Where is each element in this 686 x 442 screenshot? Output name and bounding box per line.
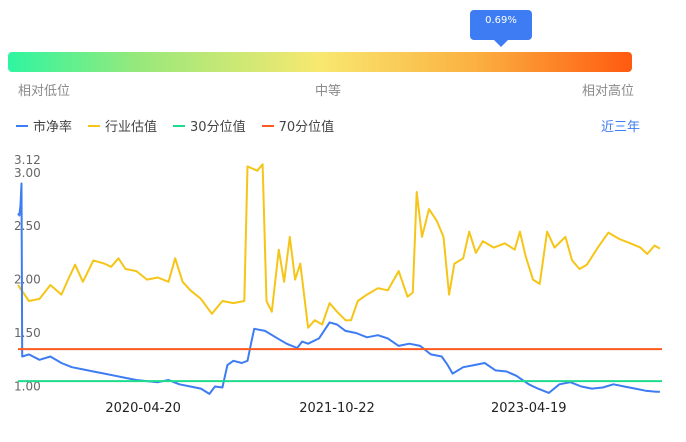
legend-item-industry[interactable]: 行业估值: [88, 116, 157, 135]
percentile-value: 0.69%: [485, 15, 517, 26]
y-tick-label: 1.00: [14, 379, 41, 393]
y-tick-label: 2.50: [14, 219, 41, 233]
legend-label: 市净率: [33, 120, 73, 135]
x-tick-label: 2023-04-19: [491, 401, 567, 416]
scale-low-label: 相对低位: [18, 84, 71, 99]
period-selector[interactable]: 近三年: [600, 120, 640, 135]
x-tick-label: 2020-04-20: [105, 401, 181, 416]
legend-item-p30[interactable]: 30分位值: [173, 116, 246, 135]
series-line-industry: [17, 163, 661, 329]
legend-swatch: [16, 124, 28, 127]
legend-label: 30分位值: [190, 120, 246, 135]
legend-label: 70分位值: [278, 120, 335, 135]
legend-swatch: [261, 124, 274, 127]
scale-high-label: 相对高位: [582, 84, 635, 99]
scale-mid-label: 中等: [315, 84, 342, 99]
legend-label: 行业估值: [105, 120, 158, 135]
x-tick-label: 2021-10-22: [299, 401, 375, 416]
legend-item-p70[interactable]: 70分位值: [261, 116, 335, 135]
legend-swatch: [173, 124, 186, 127]
legend-item-pb[interactable]: 市净率: [16, 116, 72, 135]
y-tick-label: 2.00: [14, 273, 41, 287]
y-tick-label: 1.50: [14, 326, 41, 340]
series-line-pb: [17, 182, 660, 395]
percentile-indicator: 0.69%: [470, 10, 532, 47]
chart-legend: 市净率 行业估值 30分位值 70分位值: [16, 116, 334, 135]
legend-swatch: [88, 124, 101, 127]
valuation-gradient-bar: [8, 52, 632, 72]
y-tick-label: 3.12: [14, 153, 41, 167]
y-tick-label: 3.00: [14, 166, 41, 180]
